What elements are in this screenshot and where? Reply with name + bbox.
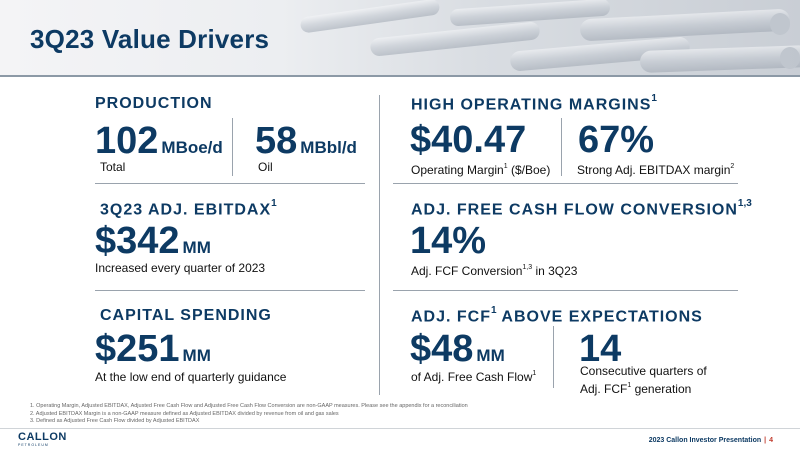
production-total-label: Total (100, 160, 126, 174)
capital-spending-value: $251 MM (95, 328, 211, 370)
center-divider (379, 95, 380, 395)
footer-presentation: 2023 Callon Investor Presentation | 4 (649, 437, 773, 444)
left-row-divider-2 (95, 290, 365, 291)
margins-divider (561, 118, 562, 176)
production-oil-value: 58 MBbl/d (255, 120, 357, 162)
capital-spending-title: CAPITAL SPENDING (100, 307, 272, 324)
right-row-divider-2 (393, 290, 738, 291)
header-banner: 3Q23 Value Drivers (0, 0, 800, 75)
production-oil-label: Oil (258, 160, 273, 174)
production-oil-unit: MBbl/d (300, 138, 357, 157)
fcf-conversion-title: ADJ. FREE CASH FLOW CONVERSION1,3 (411, 198, 752, 219)
consecutive-quarters-value: 14 (579, 328, 622, 370)
operating-margin-value: $40.47 (410, 119, 527, 161)
adj-ebitdax-unit: MM (182, 238, 211, 257)
adj-ebitdax-value: $342 MM (95, 220, 211, 262)
header-divider (0, 75, 800, 77)
right-row-divider-1 (393, 183, 738, 184)
page-number: 4 (769, 437, 773, 444)
adj-ebitdax-title: 3Q23 ADJ. EBITDAX1 (100, 198, 277, 219)
fcf-conversion-value: 14% (410, 220, 487, 262)
footnote-2: 2. Adjusted EBITDAX Margin is a non-GAAP… (30, 410, 339, 417)
left-row-divider-1 (95, 183, 365, 184)
footnotes: 1. Operating Margin, Adjusted EBITDAX, A… (30, 403, 468, 426)
fcf-above-label: of Adj. Free Cash Flow1 (411, 370, 537, 384)
footer-separator: | (764, 437, 767, 444)
pipes-image (300, 0, 800, 73)
footnote-3: 3. Defined as Adjusted Free Cash Flow di… (30, 418, 200, 424)
production-title: PRODUCTION (95, 95, 213, 112)
fcf-conversion-label: Adj. FCF Conversion1,3 in 3Q23 (411, 264, 578, 278)
production-total-value: 102 MBoe/d (95, 120, 223, 162)
adj-ebitdax-label: Increased every quarter of 2023 (95, 261, 266, 275)
footnote-1: 1. Operating Margin, Adjusted EBITDAX, A… (30, 403, 468, 409)
ebitdax-margin-value: 67% (578, 119, 655, 161)
fcf-above-unit: MM (476, 346, 505, 365)
ebitdax-margin-label: Strong Adj. EBITDAX margin2 (577, 163, 735, 177)
margins-title: HIGH OPERATING MARGINS1 (411, 93, 657, 114)
operating-margin-label: Operating Margin1 ($/Boe) (411, 163, 551, 177)
page-title: 3Q23 Value Drivers (30, 24, 270, 54)
fcf-divider (553, 326, 554, 388)
consecutive-quarters-label: Consecutive quarters of Adj. FCF1 genera… (580, 364, 707, 396)
callon-logo: CALLON PETROLEUM (18, 431, 67, 448)
production-total-unit: MBoe/d (161, 138, 223, 157)
fcf-above-title: ADJ. FCF1 ABOVE EXPECTATIONS (411, 305, 703, 326)
presentation-name: 2023 Callon Investor Presentation (648, 437, 762, 444)
capital-spending-unit: MM (182, 346, 211, 365)
capital-spending-label: At the low end of quarterly guidance (95, 370, 287, 384)
footer-bar (0, 428, 800, 450)
fcf-above-value: $48 MM (410, 328, 505, 370)
production-divider (232, 118, 233, 176)
